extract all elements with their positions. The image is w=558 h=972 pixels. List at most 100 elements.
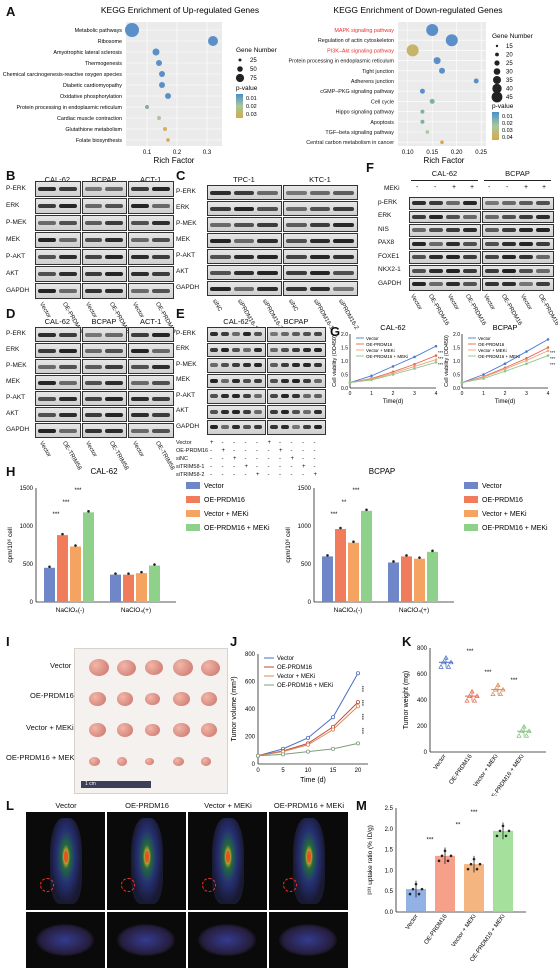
g-point	[413, 362, 416, 366]
blot-band	[257, 222, 278, 227]
k-point	[490, 691, 496, 696]
blot-band	[270, 363, 278, 368]
blot-band	[333, 254, 354, 259]
m-point	[408, 892, 412, 896]
blot-strip	[81, 407, 128, 422]
meki-sign: +	[452, 184, 457, 191]
blot-band	[233, 270, 255, 275]
kegg-up-term: Cardiac muscle contraction	[57, 116, 122, 122]
kegg-up-p-label: 0.03	[246, 112, 257, 118]
blot-band	[58, 428, 77, 433]
blot-strip	[35, 215, 81, 231]
blot-band	[254, 363, 262, 368]
k-point	[518, 728, 525, 734]
blot-band	[58, 396, 77, 401]
blot-band	[286, 286, 307, 291]
blot-row-label: GAPDH	[6, 426, 30, 433]
blot-band	[429, 241, 443, 246]
h-sig: ***	[330, 512, 338, 518]
blot-band	[58, 332, 77, 337]
blot-band	[131, 332, 150, 337]
blot-band	[446, 282, 460, 287]
blot-band	[58, 221, 77, 225]
j-sig: ***	[362, 727, 368, 734]
kegg-down-dot	[439, 67, 445, 74]
blot-band	[463, 268, 477, 273]
kegg-up-legend-dot	[237, 66, 243, 72]
kegg-down-term: Central carbon metabolism in cancer	[306, 140, 394, 146]
k-point	[523, 733, 530, 738]
g-legend-label: Vector + MEKi	[478, 348, 507, 353]
j-legend-label: OE-PRDM16 + MEKi	[277, 683, 333, 689]
tumor	[89, 691, 106, 706]
j-point	[281, 752, 286, 757]
g-point	[434, 344, 438, 348]
kegg-down-tick: 0.20	[451, 150, 463, 156]
blot-condition-sign: +	[279, 447, 283, 454]
meki-label: MEKi	[384, 185, 400, 192]
blot-strip	[81, 283, 128, 299]
kegg-down-dot	[406, 44, 419, 57]
blot-band	[309, 270, 331, 275]
blot-condition-label: siTRIM58-1	[176, 463, 205, 470]
blot-strip	[35, 181, 81, 197]
blot-band	[286, 270, 307, 275]
g-point	[434, 361, 438, 364]
blot-condition-sign: -	[233, 463, 235, 470]
h-point	[48, 565, 51, 569]
blot-strip	[409, 251, 481, 264]
h-ytick: 1000	[20, 524, 34, 530]
blot-band	[309, 190, 331, 195]
blot-condition-sign: -	[210, 455, 212, 462]
blot-condition-sign: +	[290, 455, 295, 462]
blot-band	[281, 378, 289, 383]
blot-strip	[409, 264, 481, 277]
blot-band	[303, 347, 311, 352]
blot-band	[309, 254, 331, 259]
blot-band	[270, 332, 278, 337]
spect-body	[212, 818, 244, 904]
blot-band	[58, 412, 77, 417]
m-ytick: 1.5	[385, 848, 394, 854]
panel-label-d: D	[6, 306, 16, 321]
tumor-photo-panel: Vector OE-PRDM16 Vector + MEKi OE-PRDM16…	[6, 648, 228, 794]
g-xtick: 4	[547, 391, 550, 397]
blot-condition-sign: -	[267, 463, 270, 470]
blot-strip	[283, 201, 358, 216]
kegg-up-dot	[159, 82, 165, 88]
blot-lane-label: Vector	[37, 440, 52, 459]
blot-row-label: MEK	[6, 235, 21, 243]
k-point	[445, 664, 452, 669]
spect-imaging-panel: Vector OE-PRDM16 Vector + MEKi OE-PRDM16 + …	[26, 800, 352, 970]
h-legend-label: Vector	[482, 483, 503, 490]
blot-group-label: CAL-62	[223, 317, 249, 326]
blot-row-label: ERK	[6, 346, 20, 353]
blot-band	[314, 332, 322, 337]
g-ytick: 0.0	[341, 386, 348, 392]
blot-condition-sign: -	[244, 439, 247, 446]
k-point	[497, 691, 504, 696]
j-ytick: 800	[245, 652, 256, 658]
h-bar	[70, 546, 81, 602]
m-ytick: 0.5	[385, 889, 394, 895]
blot-band	[105, 289, 124, 293]
g-point	[482, 377, 485, 380]
blot-strip	[81, 391, 128, 406]
spect-label: Vector + MEKi	[204, 801, 252, 810]
blot-lane-label: Vector	[518, 293, 533, 311]
blot-row-label: AKT	[6, 269, 19, 277]
blot-band	[243, 425, 251, 430]
g-sig: ***	[438, 350, 444, 355]
g-point	[391, 365, 395, 368]
kegg-down-term: cGMP–PKG signaling pathway	[320, 89, 394, 95]
blot-band	[38, 348, 56, 353]
blot-condition-sign: -	[233, 439, 235, 446]
kegg-panel: KEGG Enrichment of Up-regulated Genes Me…	[3, 5, 534, 165]
g-xtick: 0	[349, 391, 352, 397]
blot-band	[131, 204, 150, 208]
blot-band	[446, 228, 460, 233]
blot-strip	[81, 423, 128, 438]
blot-band	[84, 187, 103, 191]
h-sig: **	[342, 500, 347, 506]
blot-band	[152, 412, 170, 417]
